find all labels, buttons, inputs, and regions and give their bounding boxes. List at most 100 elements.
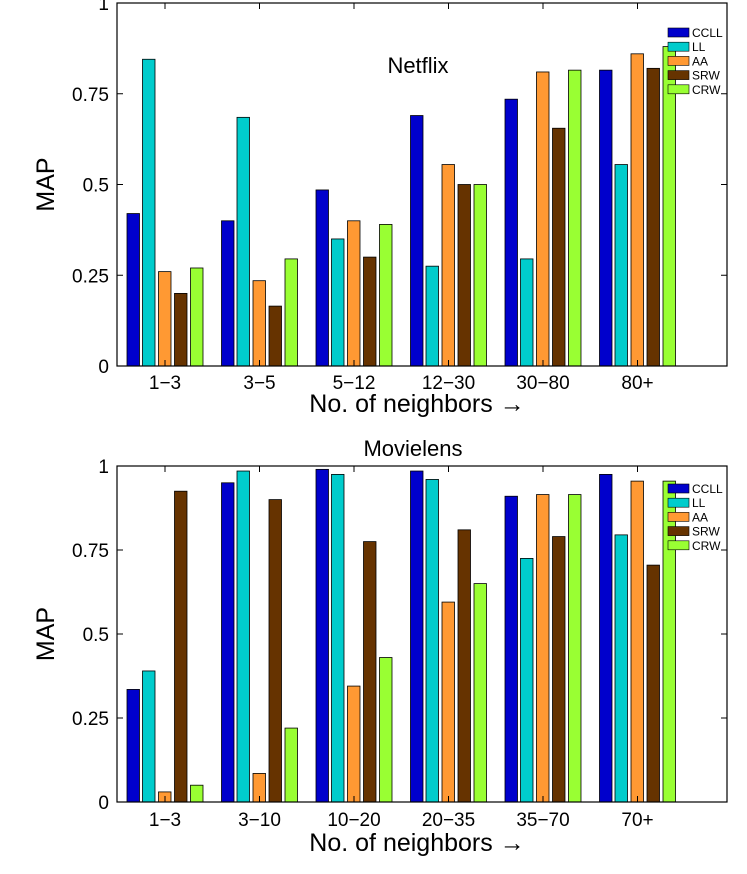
x-tick-label: 10−20	[327, 810, 380, 831]
legend-label-srw: SRW	[692, 69, 720, 83]
bar-ll-2	[236, 470, 250, 803]
bar-aa-5	[536, 71, 550, 367]
legend-swatch-srw	[667, 70, 690, 80]
legend-swatch-crw	[667, 540, 690, 551]
bar-aa-5	[536, 494, 550, 803]
bar-ll-6	[614, 164, 628, 367]
chart-panel-2: 0 0.25 0.5 0.75 1 1−3 3−10 10−20 20−35 35−70 70+ Mo…	[32, 436, 728, 857]
legend-swatch-ccll	[667, 27, 690, 38]
bar-srw-2	[268, 499, 282, 803]
bar-aa-2	[252, 280, 266, 367]
y-tick-label: 0.75	[72, 85, 109, 106]
legend-swatch-ccll	[667, 483, 690, 494]
bar-crw-3	[379, 657, 393, 803]
bar-srw-1	[174, 292, 188, 367]
x-tick-label: 20−35	[422, 810, 475, 831]
bar-aa-6	[630, 480, 644, 803]
bar-ccll-5	[504, 495, 518, 803]
y-tick-label: 0.25	[72, 709, 109, 730]
bar-ccll-3	[315, 468, 329, 803]
x-tick-label: 5−12	[333, 373, 376, 394]
bar-ll-4	[425, 265, 439, 367]
bar-srw-5	[552, 536, 566, 803]
bar-ll-1	[142, 58, 156, 367]
bar-ll-6	[614, 534, 628, 803]
legend-swatch-aa	[667, 56, 690, 66]
bar-ll-2	[236, 116, 250, 367]
bar-ll-3	[331, 238, 345, 367]
legend-label-ccll: CCLL	[692, 482, 723, 496]
y-tick-label: 1	[98, 457, 109, 478]
bar-srw-2	[268, 305, 282, 367]
chart-panel-1: 0 0.25 0.5 0.75 1 1−3 3−5 5−12 12−30 30−80 80+ Netf…	[32, 0, 728, 418]
x-tick-label: 30−80	[516, 373, 569, 394]
x-tick-label: 1−3	[149, 810, 181, 831]
bar-aa-4	[441, 601, 455, 803]
x-tick-label: 1−3	[149, 373, 181, 394]
bar-srw-6	[646, 67, 660, 367]
y-tick-label: 0.5	[83, 625, 109, 646]
bar-ccll-6	[599, 69, 613, 367]
x-axis-label: No. of neighbors →	[309, 390, 524, 418]
legend-swatch-aa	[667, 512, 690, 522]
bar-ll-1	[142, 670, 156, 803]
x-axis-label: No. of neighbors →	[309, 829, 524, 857]
legend-label-crw: CRW	[692, 83, 721, 97]
y-tick-label: 0.25	[72, 266, 109, 287]
bar-ccll-1	[126, 689, 140, 803]
bar-ccll-6	[599, 473, 613, 803]
bar-crw-1	[190, 784, 204, 803]
bar-ll-5	[520, 258, 534, 367]
bar-srw-5	[552, 127, 566, 367]
legend-label-crw: CRW	[692, 539, 721, 553]
bar-aa-1	[158, 271, 172, 367]
legend-swatch-ll	[667, 497, 690, 508]
bar-srw-4	[457, 184, 471, 367]
bar-crw-4	[473, 184, 487, 367]
bar-aa-3	[347, 685, 361, 803]
legend-label-srw: SRW	[692, 525, 720, 539]
legend-label-ccll: CCLL	[692, 26, 723, 40]
x-tick-label: 80+	[621, 373, 653, 394]
legend-label-aa: AA	[692, 54, 708, 68]
bar-aa-6	[630, 53, 644, 367]
bar-aa-4	[441, 164, 455, 367]
bar-crw-3	[379, 224, 393, 367]
bar-ccll-4	[410, 470, 424, 803]
chart-title: Movielens	[363, 436, 462, 461]
bar-srw-1	[174, 490, 188, 803]
bar-crw-1	[190, 267, 204, 367]
legend-label-aa: AA	[692, 510, 708, 524]
legend-swatch-ll	[667, 41, 690, 52]
y-tick-label: 0.5	[83, 176, 109, 197]
x-tick-label: 12−30	[422, 373, 475, 394]
bars	[126, 46, 676, 367]
bar-ccll-2	[221, 482, 235, 803]
bar-ll-5	[520, 558, 534, 803]
x-tick-label: 3−10	[238, 810, 281, 831]
x-tick-label: 35−70	[516, 810, 569, 831]
y-axis-label: MAP	[32, 157, 60, 211]
y-tick-label: 0.75	[72, 541, 109, 562]
bar-srw-4	[457, 529, 471, 803]
bar-aa-3	[347, 220, 361, 367]
bar-crw-2	[284, 258, 298, 367]
bar-ccll-4	[410, 115, 424, 367]
bar-ccll-3	[315, 189, 329, 367]
bar-crw-2	[284, 727, 298, 803]
y-tick-label: 1	[98, 0, 109, 15]
bar-srw-3	[363, 256, 377, 367]
bar-srw-6	[646, 564, 660, 803]
y-axis-label: MAP	[32, 607, 60, 661]
bar-crw-5	[568, 69, 582, 367]
bar-ccll-2	[221, 220, 235, 367]
legend-label-ll: LL	[692, 40, 706, 54]
bar-ll-4	[425, 479, 439, 803]
legend-label-ll: LL	[692, 496, 706, 510]
bar-ccll-1	[126, 213, 140, 367]
y-tick-label: 0	[98, 793, 109, 814]
bar-crw-4	[473, 583, 487, 803]
